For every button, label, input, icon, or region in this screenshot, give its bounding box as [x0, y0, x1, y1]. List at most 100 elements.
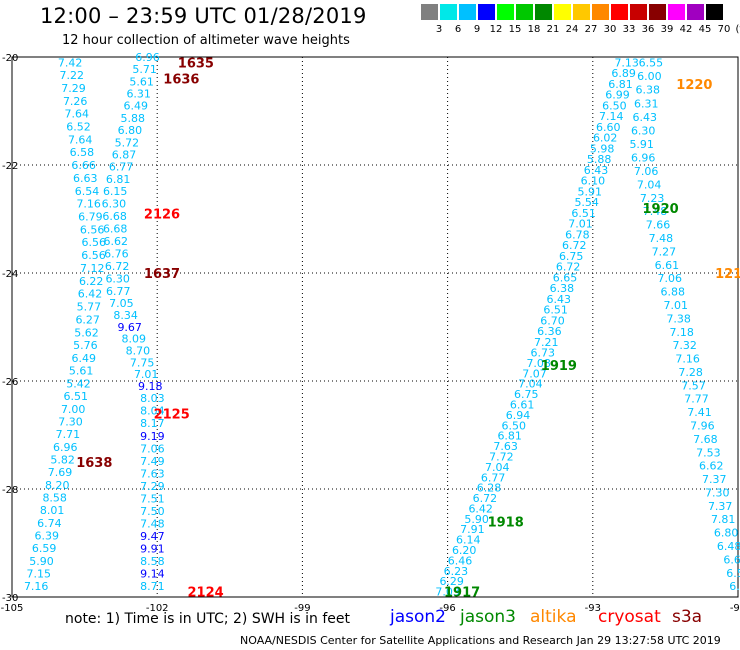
wave-height-label: 6.96: [135, 51, 160, 64]
wave-height-label: 7.30: [705, 487, 730, 500]
wave-height-label: 7.04: [485, 461, 510, 474]
color-scale-label: 42: [679, 24, 693, 35]
color-swatch: [421, 4, 438, 20]
wave-height-label: 7.06: [658, 272, 683, 285]
wave-height-label: 6.46: [448, 554, 473, 567]
wave-height-label: 7.21: [534, 336, 559, 349]
wave-height-label: 7.42: [58, 56, 83, 69]
wave-height-label: 5.90: [464, 513, 489, 526]
color-swatch: [535, 4, 552, 20]
wave-height-label: 6.94: [506, 409, 531, 422]
wave-height-label: 7.49: [140, 455, 165, 468]
color-swatch: [592, 4, 609, 20]
color-swatch: [630, 4, 647, 20]
color-swatch: [573, 4, 590, 20]
wave-height-label: 7.37: [708, 500, 733, 513]
wave-height-label: 7.32: [672, 339, 697, 352]
wave-height-label: 7.18: [669, 326, 694, 339]
wave-height-label: 6.78: [565, 229, 590, 242]
wave-height-label: 6.50: [502, 419, 527, 432]
wave-height-label: 6.00: [637, 70, 662, 83]
wave-height-label: 7.69: [48, 466, 73, 479]
wave-height-label: 7.00: [61, 403, 86, 416]
wave-height-label: 7.63: [493, 440, 518, 453]
wave-height-label: 6.38: [550, 282, 575, 295]
wave-height-label: 5.71: [132, 63, 157, 76]
legend-item-altika: altika: [530, 607, 577, 627]
chart-subtitle: 12 hour collection of altimeter wave hei…: [62, 33, 350, 48]
wave-height-label: 6.50: [602, 99, 627, 112]
wave-height-label: 6.88: [661, 286, 686, 299]
wave-height-label: 6.3: [729, 580, 740, 593]
y-tick-label: -24: [2, 269, 18, 280]
wave-height-label: 5.62: [74, 326, 99, 339]
wave-height-label: 6.56: [82, 236, 107, 249]
wave-height-label: 6.89: [611, 67, 636, 80]
pass-time-label: 1638: [76, 456, 112, 471]
wave-height-label: 7.03: [435, 586, 460, 599]
wave-height-label: 7.07: [522, 367, 547, 380]
wave-height-label: 6.43: [633, 111, 658, 124]
wave-height-label: 6.76: [104, 248, 129, 261]
wave-height-label: 7.72: [489, 451, 514, 464]
wave-height-label: 9.19: [140, 430, 165, 443]
wave-height-label: 8.34: [113, 309, 138, 322]
wave-height-label: 6.59: [32, 542, 57, 555]
wave-height-label: 5.77: [77, 301, 102, 314]
wave-height-label: 7.01: [568, 218, 593, 231]
wave-height-label: 6.36: [537, 325, 562, 338]
x-tick-label: -96: [439, 603, 455, 614]
wave-height-label: 6.75: [559, 250, 584, 263]
wave-height-label: 7.48: [140, 518, 165, 531]
wave-height-label: 6.49: [72, 352, 97, 365]
wave-height-label: 6.79: [78, 210, 103, 223]
wave-height-label: 6.87: [112, 149, 137, 162]
wave-height-label: 7.63: [140, 467, 165, 480]
wave-height-label: 7.14: [599, 110, 624, 123]
wave-height-label: 6.49: [124, 100, 149, 113]
color-swatch: [516, 4, 533, 20]
color-swatch: [554, 4, 571, 20]
color-swatch: [611, 4, 628, 20]
wave-height-label: 8.71: [140, 580, 165, 593]
wave-height-label: 7.01: [134, 368, 159, 381]
wave-height-label: 6.14: [456, 534, 481, 547]
wave-height-label: 6.10: [581, 175, 606, 188]
legend-item-cryosat: cryosat: [598, 607, 661, 627]
color-scale-label: 3: [435, 24, 443, 35]
wave-height-label: 6.68: [102, 210, 127, 223]
wave-height-label: 6.56: [81, 249, 106, 262]
x-tick-label: -90: [730, 603, 740, 614]
wave-height-label: 6.48: [717, 540, 740, 553]
pass-time-label: 1220: [676, 78, 712, 93]
pass-time-label: 1917: [444, 586, 480, 601]
footer-note: note: 1) Time is in UTC; 2) SWH is in fe…: [65, 611, 351, 627]
color-scale-label: (ft): [735, 24, 740, 35]
wave-height-label: 5.98: [590, 143, 615, 156]
wave-height-label: 8.03: [140, 392, 165, 405]
wave-height-label: 6.42: [78, 288, 103, 301]
x-tick-label: -105: [1, 603, 24, 614]
color-scale-label: 9: [473, 24, 481, 35]
wave-height-label: 8.01: [40, 504, 65, 517]
wave-height-label: 7.91: [460, 523, 485, 536]
wave-height-label: 6.66: [71, 159, 96, 172]
color-swatch: [497, 4, 514, 20]
wave-height-label: 7.64: [68, 133, 93, 146]
pass-time-label: 1920: [643, 202, 679, 217]
wave-height-label: 6.6: [723, 553, 740, 566]
wave-height-label: 5.61: [69, 365, 94, 378]
wave-height-label: 6.02: [593, 132, 618, 145]
wave-height-label: 6.62: [104, 235, 129, 248]
wave-height-label: 6.72: [562, 239, 587, 252]
wave-height-label: 7.53: [696, 446, 721, 459]
pass-time-label: 2126: [144, 208, 180, 223]
wave-height-label: 6.65: [553, 272, 578, 285]
wave-height-label: 6.96: [631, 152, 656, 165]
wave-height-label: 7.50: [140, 505, 165, 518]
wave-height-label: 6.61: [655, 259, 680, 272]
wave-height-label: 6.31: [126, 88, 151, 101]
wave-height-label: 7.16: [675, 353, 700, 366]
color-swatch: [478, 4, 495, 20]
